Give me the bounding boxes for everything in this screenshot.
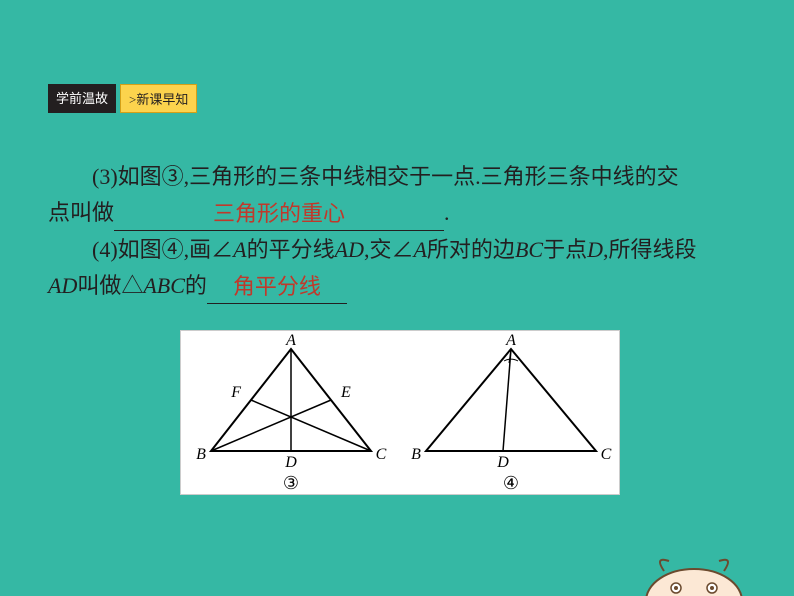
content-area: (3)如图③,三角形的三条中线相交于一点.三角形三条中线的交 点叫做 三角形的重心… (48, 160, 746, 306)
fig3-label-A: A (285, 332, 296, 349)
text-3-pre: (3)如图③,三角形的三条中线相交于一点.三角形三条中线的交 (92, 164, 679, 189)
fig4-label-A: A (505, 332, 516, 349)
paragraph-4-line2: AD叫做△ABC的 角平分线 (48, 269, 746, 304)
fig4-caption: ④ (503, 473, 519, 493)
text-3-mid: 点叫做 (48, 200, 114, 225)
paragraph-4-line1: (4)如图④,画∠A的平分线AD,交∠A所对的边BC于点D,所得线段 (48, 233, 746, 267)
fig3-label-B: B (196, 446, 206, 463)
text-4-mid1: 的平分线 (247, 237, 335, 262)
text-5-mid2: 的 (185, 273, 207, 298)
text-4-A2: A (413, 237, 426, 262)
tab-bar: 学前温故 >新课早知 (48, 84, 197, 113)
fig3-caption: ③ (283, 473, 299, 493)
text-4-mid5: ,所得线段 (603, 237, 697, 262)
paragraph-3-line2: 点叫做 三角形的重心. (48, 196, 746, 231)
text-5-ABC: ABC (143, 273, 185, 298)
figure-svg: A B C D E F ③ A B C D ④ (181, 331, 621, 496)
text-4-BC: BC (515, 237, 543, 262)
fig4-label-B: B (411, 446, 421, 463)
fig3-label-F: F (230, 384, 241, 401)
tab-preview[interactable]: >新课早知 (120, 84, 197, 113)
fig4-label-C: C (601, 446, 612, 463)
figure-container: A B C D E F ③ A B C D ④ (180, 330, 620, 495)
figure-4: A B C D ④ (411, 332, 612, 493)
fig3-label-C: C (376, 446, 387, 463)
answer-4: 角平分线 (233, 274, 321, 299)
blank-4: 角平分线 (207, 269, 347, 304)
text-4-A1: A (233, 237, 246, 262)
text-4-AD1: AD (335, 237, 364, 262)
answer-3: 三角形的重心 (213, 201, 345, 226)
decorative-corner (634, 546, 754, 596)
tab-review[interactable]: 学前温故 (48, 84, 116, 113)
fig4-label-D: D (496, 454, 509, 471)
text-4-pre: (4)如图④,画∠ (92, 237, 233, 262)
text-3-post: . (444, 200, 450, 225)
text-4-D: D (587, 237, 603, 262)
text-5-mid: 叫做△ (77, 273, 143, 298)
blank-3: 三角形的重心 (114, 196, 444, 231)
fig3-label-E: E (340, 384, 351, 401)
text-4-mid4: 于点 (543, 237, 587, 262)
fig3-label-D: D (284, 454, 297, 471)
figure-3: A B C D E F ③ (196, 332, 387, 493)
text-4-mid3: 所对的边 (427, 237, 515, 262)
text-5-AD: AD (48, 273, 77, 298)
paragraph-3-line1: (3)如图③,三角形的三条中线相交于一点.三角形三条中线的交 (48, 160, 746, 194)
text-4-mid2: ,交∠ (364, 237, 414, 262)
